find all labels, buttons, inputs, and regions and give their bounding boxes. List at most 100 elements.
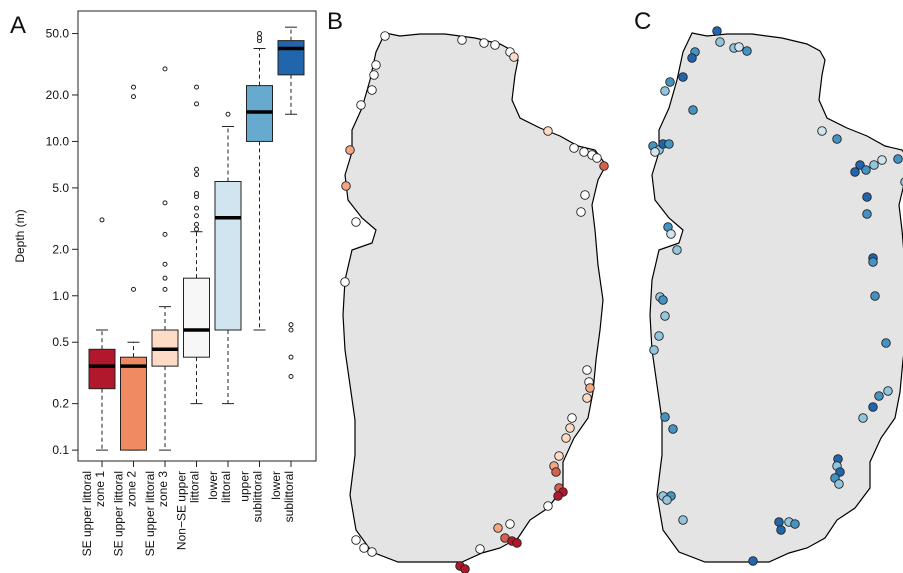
x-category-label: lowersublittoral <box>269 471 296 522</box>
sampling-point <box>345 145 355 155</box>
lake-map-b <box>340 31 609 573</box>
sampling-point <box>776 525 786 535</box>
sampling-point <box>688 105 698 115</box>
y-tick-label: 10.0 <box>46 134 70 148</box>
sampling-point <box>660 86 670 96</box>
x-category-label-line: lower <box>206 471 220 500</box>
outlier-point <box>288 327 294 333</box>
box-iqr <box>277 40 305 76</box>
sampling-point <box>561 433 571 443</box>
x-category-label: Non−SE upperlittoral <box>175 471 202 550</box>
y-tick-label: 20.0 <box>46 88 70 102</box>
outlier-point <box>162 231 168 237</box>
sampling-point <box>565 423 575 433</box>
sampling-point <box>371 60 381 70</box>
outlier-point <box>194 190 199 196</box>
x-axis-category-labels: SE upper littoralzone 1 SE upper littoral… <box>80 461 296 556</box>
sampling-point <box>666 229 676 239</box>
outlier-point <box>131 94 136 100</box>
sampling-point <box>668 424 678 434</box>
sampling-point <box>734 42 744 52</box>
sampling-point <box>712 26 722 36</box>
outlier-point <box>194 205 199 211</box>
sampling-point <box>664 139 674 149</box>
sampling-point <box>835 467 845 477</box>
box-1 <box>88 217 116 451</box>
sampling-point <box>850 167 860 177</box>
outlier-point <box>162 261 168 267</box>
sampling-point <box>868 257 878 267</box>
y-tick-label: 50.0 <box>46 27 70 41</box>
sampling-point <box>512 538 522 548</box>
sampling-point <box>582 365 592 375</box>
outlier-point <box>162 200 168 206</box>
sampling-point <box>351 217 361 227</box>
x-category-label-line: SE upper littoral <box>143 471 157 556</box>
sampling-point <box>662 495 672 505</box>
sampling-point <box>832 134 842 144</box>
box-5 <box>214 111 242 405</box>
sampling-point <box>509 52 519 62</box>
sampling-point <box>649 345 659 355</box>
sampling-point <box>351 535 361 545</box>
x-category-label: lowerlittoral <box>206 471 233 503</box>
y-tick-label: 0.2 <box>52 397 69 411</box>
sampling-point <box>858 413 868 423</box>
sampling-point <box>543 501 553 511</box>
sampling-points-b <box>340 31 609 573</box>
sampling-point <box>579 147 589 157</box>
box-iqr <box>183 277 210 358</box>
sampling-point <box>341 181 351 191</box>
sampling-point <box>855 160 865 170</box>
outlier-point <box>288 322 294 328</box>
y-tick-label: 1.0 <box>52 289 69 303</box>
sampling-point <box>380 31 390 41</box>
box-iqr <box>120 356 147 451</box>
sampling-point <box>367 547 377 557</box>
sampling-point <box>790 519 800 529</box>
panel-b-label: B <box>327 8 343 35</box>
sampling-point <box>881 338 891 348</box>
sampling-point <box>576 207 586 217</box>
sampling-point <box>369 70 379 80</box>
x-category-label-line: zone 3 <box>156 471 170 507</box>
outlier-point <box>225 111 231 117</box>
box-3 <box>151 66 179 451</box>
x-category-label-line: lower <box>269 471 283 500</box>
outlier-point <box>257 31 262 37</box>
x-category-label: SE upper littoralzone 2 <box>112 471 139 557</box>
y-axis: 0.1 0.2 0.5 1.0 2.0 5.0 10.0 20.0 50.0 <box>46 27 78 457</box>
sampling-point <box>861 165 871 175</box>
y-tick-label: 0.5 <box>52 335 69 349</box>
sampling-point <box>742 46 752 56</box>
sampling-point <box>868 402 878 412</box>
sampling-point <box>340 277 350 287</box>
sampling-point <box>660 412 670 422</box>
lake-shape-c <box>649 32 903 563</box>
outlier-point <box>162 66 168 72</box>
sampling-point <box>592 153 602 163</box>
outlier-point <box>194 84 199 90</box>
y-tick-label: 5.0 <box>52 181 69 195</box>
sampling-point <box>715 37 725 47</box>
sampling-point <box>658 295 668 305</box>
x-category-label-line: upper <box>238 471 252 502</box>
outlier-point <box>194 172 199 178</box>
lake-map-c <box>648 26 903 566</box>
box-4 <box>183 84 210 405</box>
sampling-point <box>817 126 827 136</box>
outlier-point <box>162 275 168 281</box>
panel-a-label: A <box>10 12 26 39</box>
sampling-point <box>893 154 903 164</box>
outlier-point <box>257 35 262 41</box>
outlier-point <box>99 217 105 223</box>
sampling-point <box>874 391 884 401</box>
sampling-point <box>883 386 893 396</box>
sampling-point <box>359 543 369 553</box>
lake-shape-b <box>342 32 607 563</box>
sampling-point <box>672 245 682 255</box>
x-category-label-line: SE upper littoral <box>80 471 94 556</box>
sampling-point <box>551 467 561 477</box>
sampling-point <box>580 190 590 200</box>
